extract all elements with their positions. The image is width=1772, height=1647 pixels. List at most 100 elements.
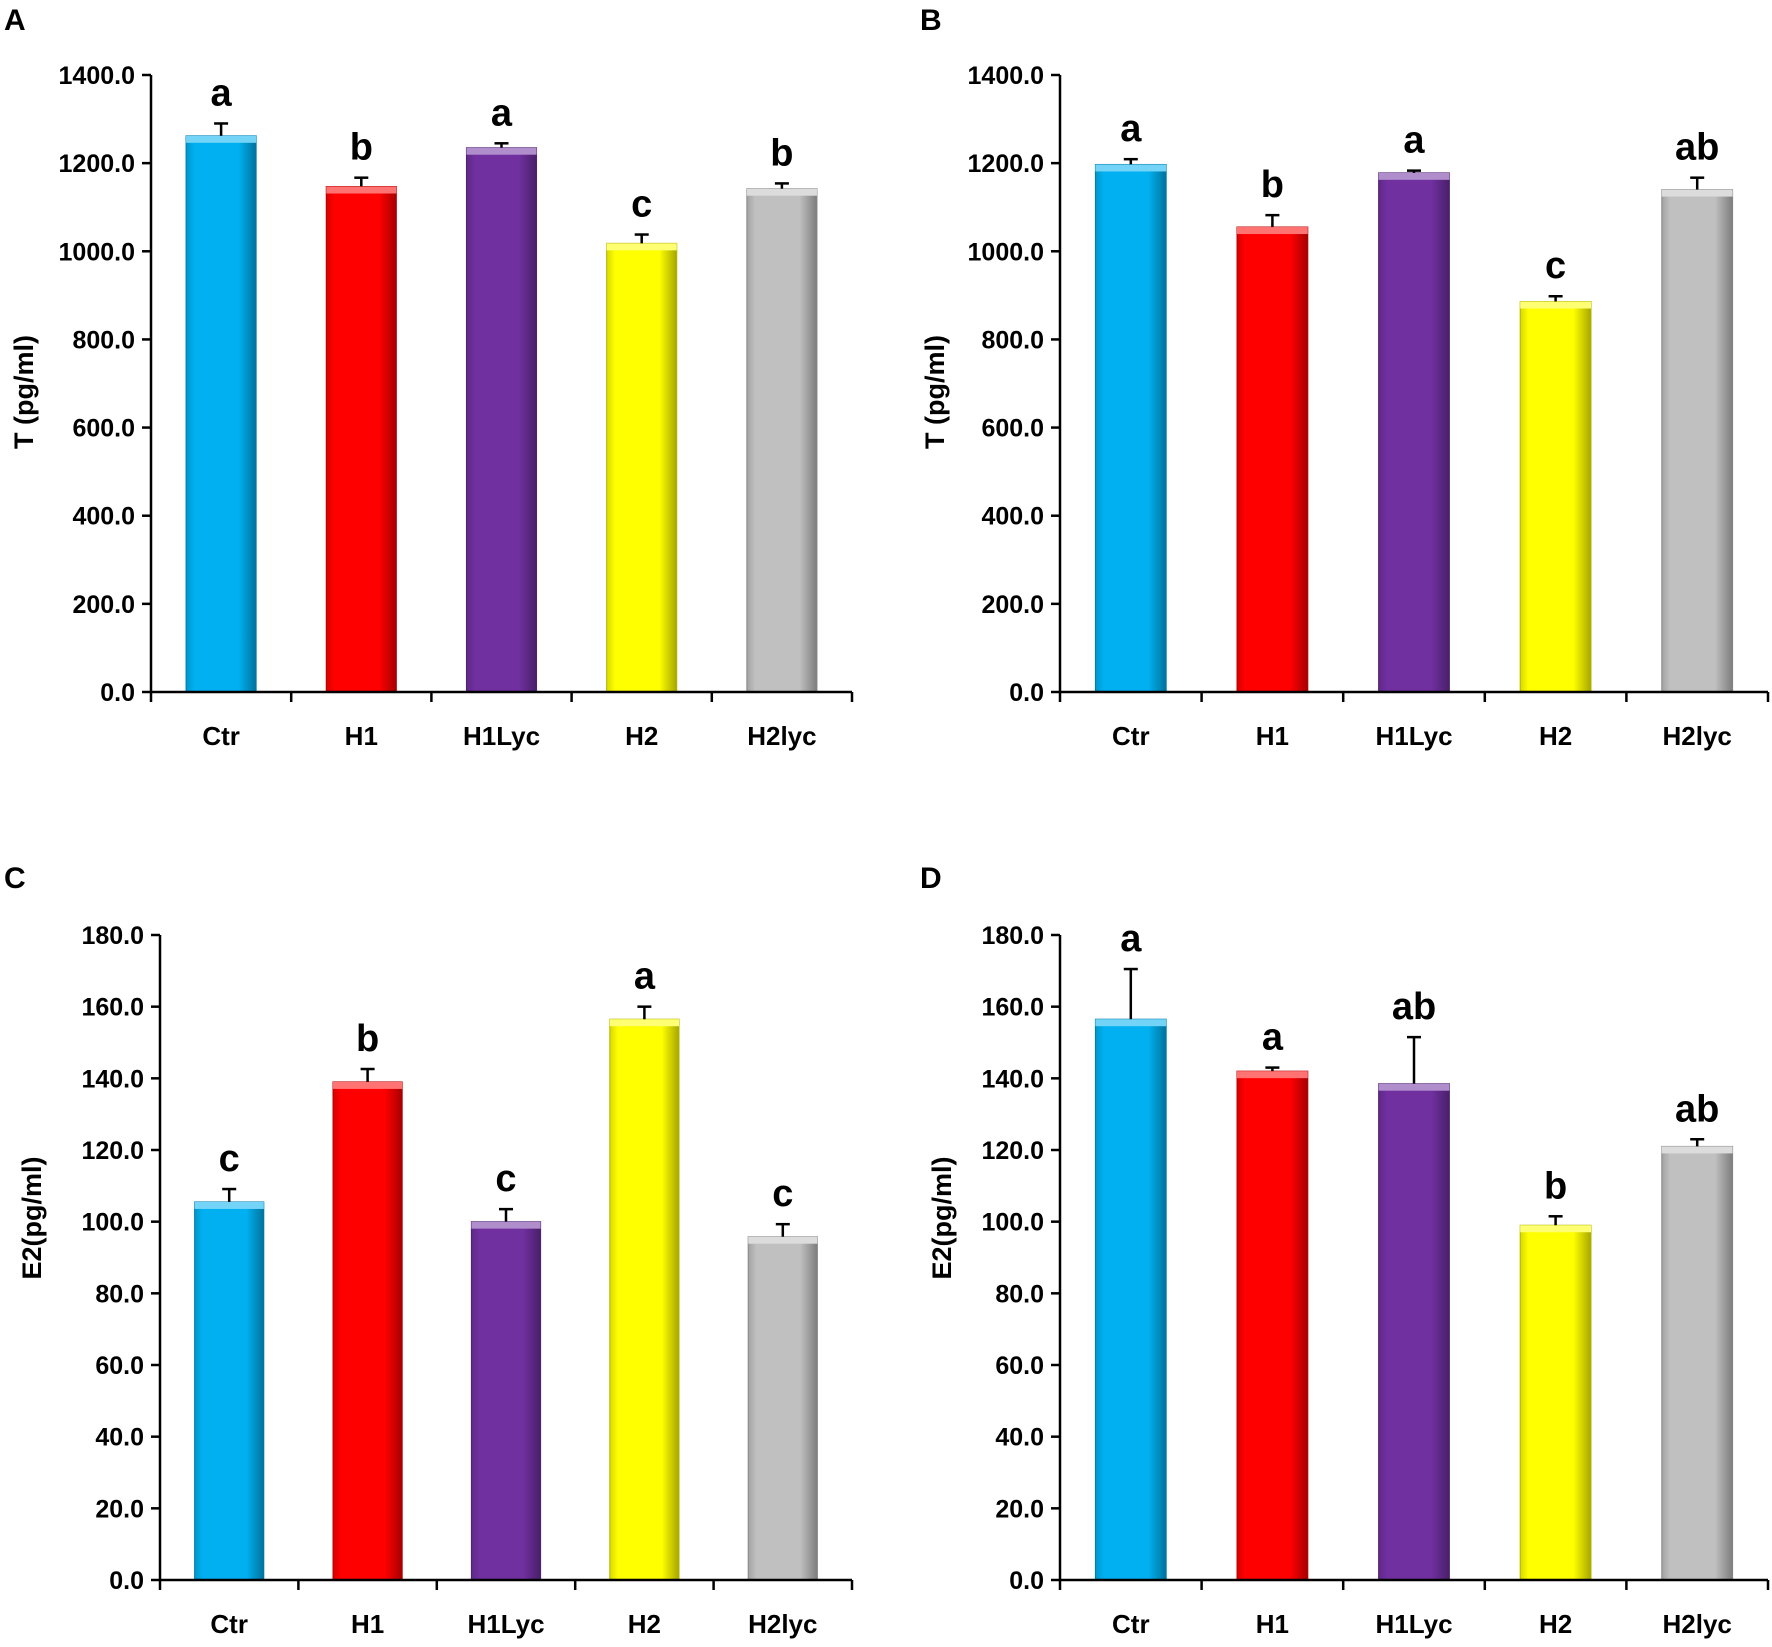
y-axis-ticks: 0.0 200.0 400.0 600.0 800.0 1000.0 1200.0 1400.… xyxy=(59,62,151,707)
y-tick-label: 0.0 xyxy=(100,679,135,707)
y-axis-ticks: 0.0 20.0 40.0 60.0 80.0 100.0 120.0 140.0 160.0 1… xyxy=(81,922,160,1595)
y-tick-label: 0.0 xyxy=(1009,1567,1044,1595)
y-axis-title: T (pg/ml) xyxy=(920,335,950,449)
bar-cap xyxy=(609,1019,679,1027)
x-tick-label: H2 xyxy=(1539,721,1572,751)
x-tick-label: Ctr xyxy=(1112,721,1150,751)
bar-cap xyxy=(1378,172,1450,180)
y-tick-label: 40.0 xyxy=(995,1424,1044,1452)
significance-label: a xyxy=(1120,108,1142,150)
bar-cap xyxy=(748,1236,818,1244)
significance-label: c xyxy=(631,184,652,226)
significance-label: a xyxy=(211,72,233,114)
y-tick-label: 0.0 xyxy=(109,1567,144,1595)
significance-label: ab xyxy=(1392,986,1436,1028)
y-tick-label: 80.0 xyxy=(95,1280,144,1308)
bar-h1 xyxy=(325,186,397,693)
y-axis-ticks: 0.0 200.0 400.0 600.0 800.0 1000.0 1200.0 1400.… xyxy=(968,62,1060,707)
x-tick-label: H2 xyxy=(628,1609,661,1639)
bar-cap xyxy=(1661,1146,1733,1154)
panel-a: A T (pg/ml) 0.0 200.0 400.0 600.0 800.0 1000.… xyxy=(4,4,854,751)
x-tick-label: H1 xyxy=(1256,1609,1289,1639)
y-tick-label: 160.0 xyxy=(81,994,144,1022)
panel-b: B T (pg/ml) 0.0 200.0 400.0 600.0 800.0 1000.… xyxy=(920,4,1770,751)
bar-cap xyxy=(1520,301,1591,309)
x-tick-label: H2 xyxy=(625,721,658,751)
bar-h2lyc xyxy=(746,188,818,693)
significance-label: c xyxy=(219,1138,240,1180)
bar-h2lyc xyxy=(747,1236,818,1581)
bar-cap xyxy=(1095,164,1167,172)
axes xyxy=(149,75,854,702)
bar-h1lyc xyxy=(1378,1083,1450,1581)
y-tick-label: 80.0 xyxy=(995,1280,1044,1308)
significance-label: a xyxy=(1262,1017,1284,1059)
x-tick-label: H1Lyc xyxy=(463,721,540,751)
significance-label: a xyxy=(1120,918,1142,960)
x-tick-label: H1 xyxy=(345,721,378,751)
bar-ctr xyxy=(194,1201,265,1581)
significance-label: b xyxy=(770,132,793,174)
bar-cap xyxy=(326,186,397,194)
y-tick-label: 0.0 xyxy=(1009,679,1044,707)
y-axis-title: T (pg/ml) xyxy=(9,335,39,449)
x-tick-label: H1 xyxy=(351,1609,384,1639)
bar-h1 xyxy=(1236,1070,1309,1581)
bar-cap xyxy=(1661,189,1733,197)
bar-h1 xyxy=(1236,226,1309,693)
bar-cap xyxy=(606,243,677,251)
y-tick-label: 1000.0 xyxy=(968,238,1044,266)
y-tick-label: 140.0 xyxy=(81,1065,144,1093)
bar-cap xyxy=(1520,1225,1591,1233)
bar-ctr xyxy=(185,135,257,693)
significance-label: a xyxy=(634,956,656,998)
x-tick-label: Ctr xyxy=(202,721,240,751)
panel-letter: D xyxy=(920,862,942,895)
x-tick-label: H1Lyc xyxy=(467,1609,544,1639)
significance-label: a xyxy=(491,92,513,134)
axes xyxy=(158,935,854,1590)
y-tick-label: 160.0 xyxy=(981,994,1044,1022)
bar-cap xyxy=(471,1221,541,1229)
significance-label: b xyxy=(1261,164,1284,206)
y-tick-label: 140.0 xyxy=(981,1065,1044,1093)
significance-label: b xyxy=(356,1018,379,1060)
x-tick-label: H2lyc xyxy=(1663,1609,1732,1639)
bar-h2 xyxy=(606,242,678,693)
x-tick-label: H2lyc xyxy=(748,1609,817,1639)
y-tick-label: 1400.0 xyxy=(59,62,135,90)
y-tick-label: 120.0 xyxy=(981,1137,1044,1165)
y-axis-title: E2(pg/ml) xyxy=(927,1156,957,1279)
significance-label: c xyxy=(772,1173,793,1215)
bar-cap xyxy=(746,188,817,196)
x-tick-label: H2lyc xyxy=(747,721,816,751)
y-axis-ticks: 0.0 20.0 40.0 60.0 80.0 100.0 120.0 140.0 160.0 1… xyxy=(981,922,1060,1595)
significance-label: b xyxy=(350,127,373,169)
x-tick-label: H2lyc xyxy=(1663,721,1732,751)
bar-ctr xyxy=(1094,163,1167,693)
y-tick-label: 1000.0 xyxy=(59,238,135,266)
bar-h1lyc xyxy=(1378,172,1450,693)
x-tick-label: H1 xyxy=(1256,721,1289,751)
x-tick-label: Ctr xyxy=(1112,1609,1150,1639)
x-tick-label: H1Lyc xyxy=(1375,1609,1452,1639)
y-tick-label: 60.0 xyxy=(95,1352,144,1380)
y-axis-title: E2(pg/ml) xyxy=(17,1156,47,1279)
significance-label: b xyxy=(1544,1165,1567,1207)
bar-cap xyxy=(1378,1083,1450,1091)
y-tick-label: 180.0 xyxy=(981,922,1044,950)
bar-cap xyxy=(1095,1019,1167,1027)
bar-cap xyxy=(466,147,537,155)
y-tick-label: 120.0 xyxy=(81,1137,144,1165)
y-tick-label: 40.0 xyxy=(95,1424,144,1452)
significance-label: a xyxy=(1403,120,1425,162)
bar-h2lyc xyxy=(1661,189,1734,693)
bar-h1lyc xyxy=(465,147,538,693)
y-tick-label: 400.0 xyxy=(981,503,1044,531)
bar-cap xyxy=(1237,227,1308,235)
axes xyxy=(1058,935,1770,1590)
y-tick-label: 20.0 xyxy=(95,1495,144,1523)
bar-h2 xyxy=(1519,301,1592,693)
y-tick-label: 60.0 xyxy=(995,1352,1044,1380)
